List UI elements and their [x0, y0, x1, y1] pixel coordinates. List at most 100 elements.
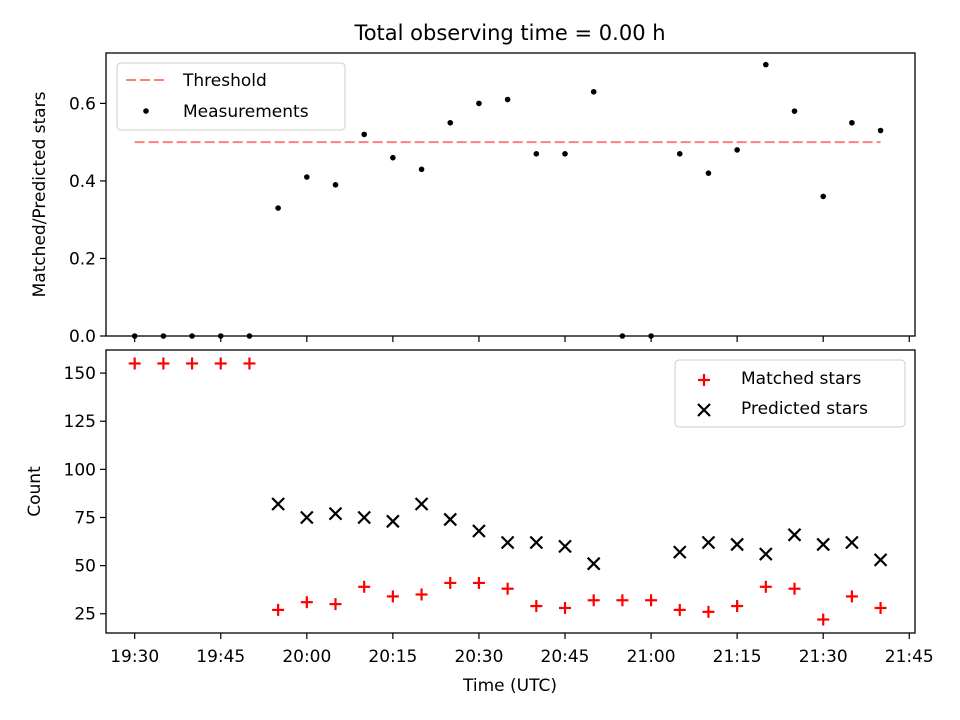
predicted-star-point: [414, 497, 429, 511]
bottom-y-tick-label: 125: [64, 412, 96, 432]
predicted-star-point: [357, 510, 371, 525]
x-tick-label: 21:45: [885, 647, 934, 667]
measurement-point: [189, 333, 195, 339]
predicted-star-point: [845, 535, 859, 550]
matched-star-point: [874, 601, 887, 614]
measurement-point: [590, 88, 597, 95]
x-tick-label: 20:00: [282, 647, 331, 667]
top-y-tick-label: 0.4: [69, 172, 96, 192]
measurement-point: [160, 333, 167, 339]
predicted-star-point: [386, 514, 400, 529]
predicted-star-point: [472, 524, 486, 538]
measurement-point: [131, 333, 138, 339]
bottom-x-ticks: 19:30 19:45 20:00 20:15 20:30 20:45 21:00 21:15…: [110, 633, 934, 667]
bottom-y-tick-label: 25: [74, 605, 96, 625]
measurement-point: [648, 333, 654, 339]
matched-star-point: [759, 580, 772, 593]
matched-star-point: [702, 605, 715, 618]
top-y-tick-label: 0.0: [69, 327, 96, 347]
measurement-point: [676, 150, 683, 157]
matched-star-point: [329, 598, 342, 611]
predicted-star-point: [500, 535, 515, 550]
measurement-point: [820, 193, 826, 200]
matched-star-point: [673, 603, 686, 616]
predicted-star-point: [787, 528, 802, 542]
top-y-ticks: 0.0 0.2 0.4 0.6: [69, 94, 106, 347]
predicted-star-point: [443, 512, 458, 527]
measurement-point: [763, 61, 769, 68]
matched-star-point: [415, 588, 428, 601]
measurements-legend-swatch: [143, 108, 149, 114]
x-tick-label: 19:30: [110, 647, 159, 667]
matched-legend-label: Matched stars: [741, 369, 861, 389]
predicted-star-point: [300, 510, 314, 525]
matched-star-point: [616, 594, 629, 607]
matched-star-point: [501, 582, 514, 595]
top-y-tick-label: 0.2: [69, 249, 96, 269]
matched-star-point: [645, 594, 658, 607]
measurement-point: [705, 170, 712, 176]
measurements-legend-label: Measurements: [183, 102, 309, 122]
predicted-star-point: [730, 537, 744, 552]
matched-legend-swatch: [698, 374, 710, 386]
measurement-point: [791, 108, 798, 114]
x-tick-label: 21:15: [713, 647, 762, 667]
bottom-panel: 25 50 75 100 125 150 19:30 19:45 20:00 20:15 20:3…: [25, 349, 934, 696]
measurement-point: [849, 119, 855, 126]
measurement-point: [447, 119, 454, 126]
x-tick-label: 20:15: [368, 647, 417, 667]
bottom-y-axis-label: Count: [25, 466, 45, 517]
bottom-y-ticks: 25 50 75 100 125 150: [64, 364, 106, 625]
x-tick-label: 19:45: [196, 647, 245, 667]
matched-star-point: [128, 357, 141, 370]
matched-star-point: [559, 601, 572, 614]
matched-star-point: [472, 576, 485, 589]
top-legend: Threshold Measurements: [116, 62, 346, 131]
predicted-legend-swatch: [697, 403, 711, 417]
measurement-point: [246, 333, 253, 339]
predicted-legend-label: Predicted stars: [741, 399, 868, 419]
top-y-tick-label: 0.6: [69, 94, 96, 114]
predicted-star-point: [328, 506, 343, 521]
top-x-ticks: [134, 336, 910, 342]
matched-star-point: [817, 613, 830, 626]
top-y-axis-label: Matched/Predicted stars: [30, 91, 50, 297]
measurement-point: [504, 96, 511, 103]
matched-star-point: [358, 580, 371, 593]
top-legend-box: [116, 62, 346, 131]
x-axis-label: Time (UTC): [462, 676, 557, 696]
matched-star-point: [845, 590, 858, 603]
bottom-y-tick-label: 75: [74, 508, 96, 528]
matched-star-point: [186, 357, 199, 370]
measurement-point: [275, 205, 281, 211]
predicted-star-point: [759, 547, 773, 561]
measurement-point: [418, 166, 425, 173]
measurement-point: [332, 182, 339, 188]
x-tick-label: 20:30: [454, 647, 503, 667]
predicted-star-point: [586, 556, 601, 571]
matched-star-point: [243, 357, 256, 370]
matched-star-point: [587, 594, 600, 607]
measurement-point: [476, 100, 482, 107]
measurement-point: [562, 150, 568, 157]
predicted-star-point: [816, 537, 830, 552]
predicted-star-point: [873, 553, 888, 567]
chart-title: Total observing time = 0.00 h: [353, 21, 665, 45]
measurement-point: [533, 150, 540, 157]
x-tick-label: 20:45: [541, 647, 590, 667]
matched-star-point: [214, 357, 227, 370]
matched-star-point: [300, 596, 313, 609]
matched-star-point: [386, 590, 399, 603]
bottom-legend: Matched stars Predicted stars: [674, 359, 906, 428]
measurement-points: [131, 61, 884, 339]
bottom-y-tick-label: 150: [64, 364, 96, 384]
matched-star-point: [157, 357, 170, 370]
top-panel: 0.0 0.2 0.4 0.6 Matched/Predicted stars Thr…: [30, 52, 916, 347]
x-tick-label: 21:30: [799, 647, 848, 667]
measurement-point: [734, 147, 740, 153]
predicted-star-point: [271, 497, 285, 511]
matched-star-point: [731, 600, 744, 613]
threshold-legend-label: Threshold: [182, 71, 267, 91]
matched-star-point: [272, 603, 285, 616]
